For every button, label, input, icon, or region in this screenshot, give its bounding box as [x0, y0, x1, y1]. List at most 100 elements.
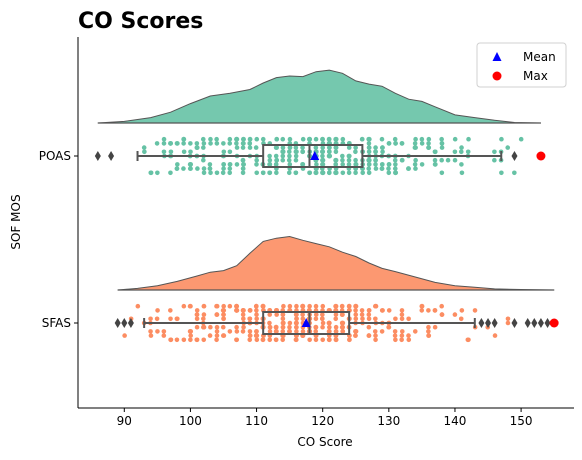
strip-point: [280, 320, 286, 326]
strip-point: [294, 312, 299, 317]
strip-point: [240, 312, 246, 317]
strip-point: [326, 136, 332, 142]
series-sfas: [114, 235, 559, 343]
strip-point: [346, 162, 352, 167]
x-axis-label: CO Score: [297, 435, 352, 449]
strip-point: [406, 337, 412, 343]
strip-point: [458, 316, 464, 322]
strip-point: [392, 329, 398, 334]
strip-point: [214, 337, 219, 343]
strip-point: [373, 162, 378, 167]
strip-point: [234, 162, 240, 167]
strip-point: [234, 136, 240, 142]
outlier-marker: [121, 318, 128, 328]
strip-point: [399, 329, 405, 334]
strip-point: [154, 141, 160, 146]
strip-point: [512, 170, 517, 176]
strip-point: [373, 333, 378, 338]
strip-point: [187, 303, 193, 309]
strip-point: [280, 312, 286, 317]
plot-area: [94, 69, 559, 343]
strip-point: [307, 303, 312, 309]
strip-point: [286, 170, 292, 176]
outlier-marker: [127, 318, 134, 328]
strip-point: [320, 170, 326, 176]
strip-point: [221, 316, 226, 322]
strip-point: [465, 149, 471, 155]
strip-point: [287, 324, 292, 330]
series-poas: [94, 69, 546, 176]
strip-point: [372, 329, 378, 334]
strip-point: [320, 136, 325, 142]
strip-point: [247, 141, 253, 146]
strip-point: [220, 170, 226, 176]
strip-point: [181, 149, 187, 155]
strip-point: [413, 157, 418, 163]
strip-point: [161, 329, 167, 334]
strip-point: [386, 141, 392, 146]
strip-point: [247, 308, 253, 313]
strip-point: [333, 324, 339, 330]
strip-point: [221, 312, 226, 317]
strip-point: [419, 141, 425, 146]
strip-point: [452, 136, 458, 142]
strip-point: [320, 153, 325, 159]
strip-point: [307, 337, 312, 343]
strip-point: [366, 308, 372, 313]
strip-point: [320, 145, 326, 150]
strip-point: [294, 316, 299, 322]
strip-point: [294, 303, 299, 309]
strip-point: [320, 337, 326, 343]
strip-point: [386, 166, 391, 171]
strip-point: [148, 316, 153, 322]
strip-point: [201, 316, 206, 322]
strip-point: [280, 324, 286, 330]
strip-point: [399, 312, 405, 317]
strip-point: [188, 337, 193, 343]
strip-point: [393, 141, 398, 146]
strip-point: [347, 153, 352, 159]
strip-point: [340, 153, 345, 159]
strip-point: [313, 312, 319, 317]
strip-point: [294, 324, 299, 330]
strip-point: [452, 312, 458, 317]
strip-point: [300, 316, 306, 322]
strip-point: [254, 329, 259, 334]
strip-point: [181, 166, 186, 171]
strip-point: [260, 337, 266, 343]
strip-point: [221, 308, 227, 313]
strip-point: [432, 157, 438, 163]
strip-point: [194, 324, 200, 330]
strip-point: [142, 149, 147, 155]
strip-point: [280, 329, 286, 334]
strip-point: [353, 312, 359, 317]
strip-point: [373, 166, 379, 171]
strip-point: [260, 303, 266, 309]
y-axis-label: SOF MOS: [9, 194, 23, 249]
strip-point: [195, 166, 200, 171]
strip-point: [379, 136, 385, 142]
strip-point: [188, 329, 194, 334]
strip-point: [254, 316, 259, 322]
strip-point: [373, 337, 378, 343]
strip-point: [326, 149, 332, 155]
strip-point: [300, 149, 306, 155]
strip-point: [379, 162, 385, 167]
density-cloud: [97, 69, 541, 124]
strip-point: [247, 316, 252, 322]
strip-point: [174, 166, 180, 171]
strip-point: [466, 136, 471, 142]
strip-point: [267, 312, 273, 317]
strip-point: [426, 136, 432, 142]
strip-point: [274, 157, 279, 163]
strip-point: [221, 141, 226, 146]
strip-point: [366, 145, 372, 150]
strip-point: [234, 324, 239, 330]
strip-point: [366, 333, 372, 338]
strip-point: [168, 141, 173, 146]
strip-point: [240, 170, 246, 176]
strip-point: [452, 149, 458, 155]
strip-point: [240, 329, 246, 334]
strip-point: [359, 308, 365, 313]
strip-point: [207, 162, 213, 167]
